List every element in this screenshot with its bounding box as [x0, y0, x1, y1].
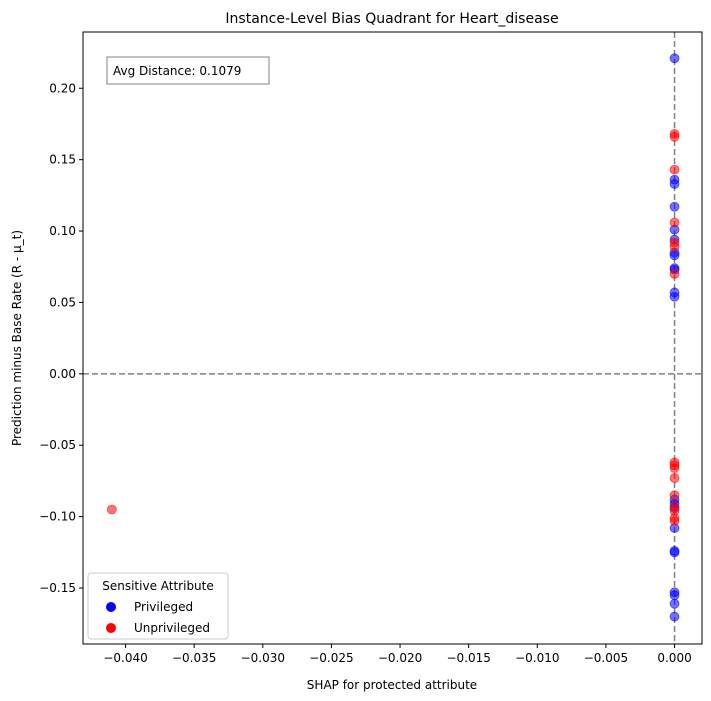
data-point-unprivileged — [669, 131, 680, 142]
data-point-unprivileged — [669, 516, 680, 526]
x-axis-title: SHAP for protected attribute — [307, 678, 477, 692]
x-tick-label: 0.000 — [657, 651, 691, 665]
legend-marker-unprivileged — [106, 623, 116, 633]
chart-title: Instance-Level Bias Quadrant for Heart_d… — [225, 11, 558, 27]
plot-area — [83, 32, 702, 644]
x-tick-label: −0.025 — [309, 651, 353, 665]
legend-marker-privileged — [106, 602, 116, 612]
legend-frame — [87, 572, 229, 640]
data-point-privileged — [669, 547, 680, 558]
legend-label-unprivileged: Unprivileged — [134, 621, 210, 635]
x-tick-label: −0.040 — [103, 651, 147, 665]
data-point-privileged — [669, 291, 680, 302]
data-point-unprivileged — [669, 490, 680, 501]
data-point-privileged — [669, 598, 680, 609]
y-tick-label: 0.20 — [49, 81, 76, 95]
data-point-unprivileged — [669, 473, 680, 483]
data-point-privileged — [669, 179, 680, 189]
y-tick-label: −0.05 — [39, 438, 76, 452]
data-point-privileged — [669, 611, 680, 622]
y-tick-label: −0.10 — [39, 510, 76, 524]
y-tick-label: 0.15 — [49, 153, 76, 167]
x-tick-label: −0.020 — [378, 651, 422, 665]
y-tick-label: 0.10 — [49, 224, 76, 238]
data-point-unprivileged — [669, 268, 680, 279]
data-point-unprivileged — [669, 164, 680, 175]
x-tick-label: −0.035 — [172, 651, 216, 665]
annotation-box: Avg Distance: 0.1079 — [106, 56, 270, 85]
data-point-privileged — [669, 53, 680, 64]
data-point-privileged — [669, 201, 680, 212]
data-points — [106, 53, 680, 622]
y-axis: −0.15 −0.10 −0.05 0.00 0.05 0.10 0.15 0.20 — [39, 81, 83, 595]
legend-title: Sensitive Attribute — [102, 579, 214, 593]
y-tick-label: 0.05 — [49, 295, 76, 309]
x-tick-label: −0.010 — [515, 651, 559, 665]
data-point-privileged — [669, 590, 680, 601]
y-tick-label: −0.15 — [39, 581, 76, 595]
data-point-unprivileged — [669, 463, 680, 473]
legend-label-privileged: Privileged — [134, 600, 193, 614]
plot-frame — [82, 31, 703, 645]
y-axis-title: Prediction minus Base Rate (R - μ_t) — [10, 230, 24, 446]
y-tick-label: 0.00 — [49, 367, 76, 381]
annotation-text: Avg Distance: 0.1079 — [113, 64, 241, 78]
data-point-unprivileged — [106, 504, 117, 515]
annotation-frame — [106, 56, 270, 85]
x-tick-label: −0.005 — [584, 651, 628, 665]
legend: Sensitive Attribute Privileged Unprivile… — [87, 572, 229, 640]
data-point-privileged — [669, 250, 680, 261]
x-tick-label: −0.030 — [241, 651, 285, 665]
data-point-unprivileged — [669, 217, 680, 228]
x-tick-label: −0.015 — [446, 651, 490, 665]
data-point-unprivileged — [669, 241, 680, 252]
x-axis: −0.040 −0.035 −0.030 −0.025 −0.020 −0.015 −0.0… — [103, 644, 692, 665]
